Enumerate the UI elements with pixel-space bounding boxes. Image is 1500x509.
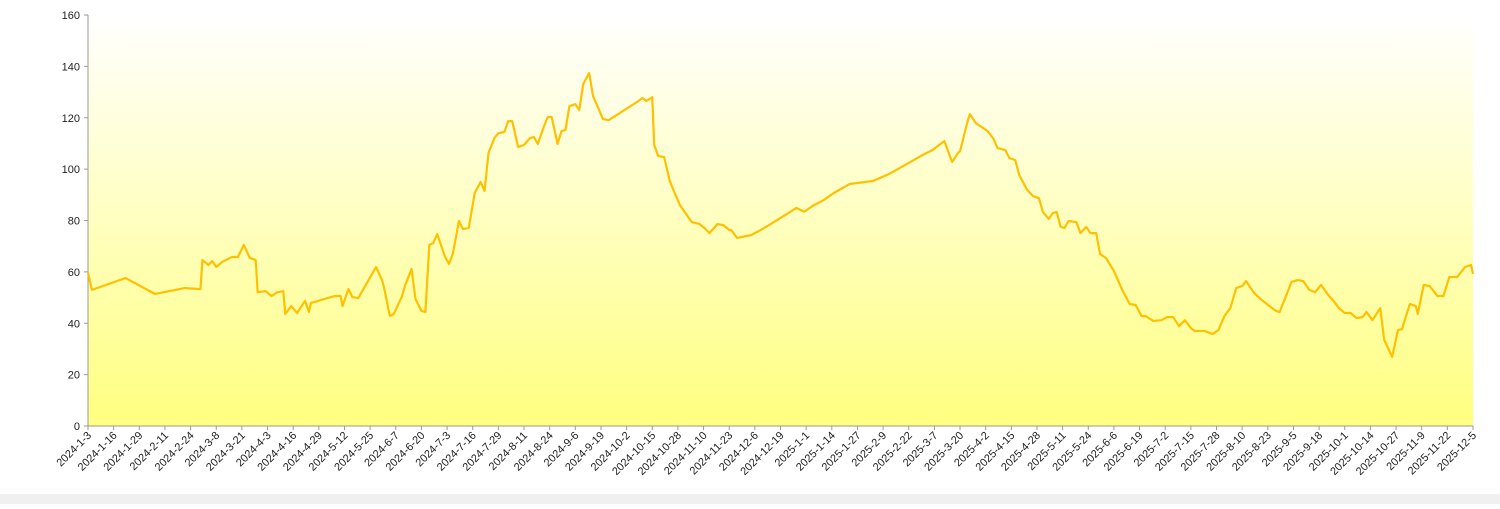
y-tick-label: 140 bbox=[62, 61, 80, 73]
footer-strip bbox=[0, 494, 1500, 504]
y-tick-label: 120 bbox=[62, 113, 80, 125]
y-tick-label: 100 bbox=[62, 164, 80, 176]
y-tick-label: 40 bbox=[68, 318, 80, 330]
y-tick-label: 160 bbox=[62, 10, 80, 22]
y-tick-label: 20 bbox=[68, 370, 80, 382]
y-tick-label: 60 bbox=[68, 267, 80, 279]
data-line bbox=[86, 71, 1475, 358]
y-tick-label: 0 bbox=[74, 421, 80, 433]
y-tick-label: 80 bbox=[68, 216, 80, 228]
plot-background bbox=[88, 15, 1473, 426]
